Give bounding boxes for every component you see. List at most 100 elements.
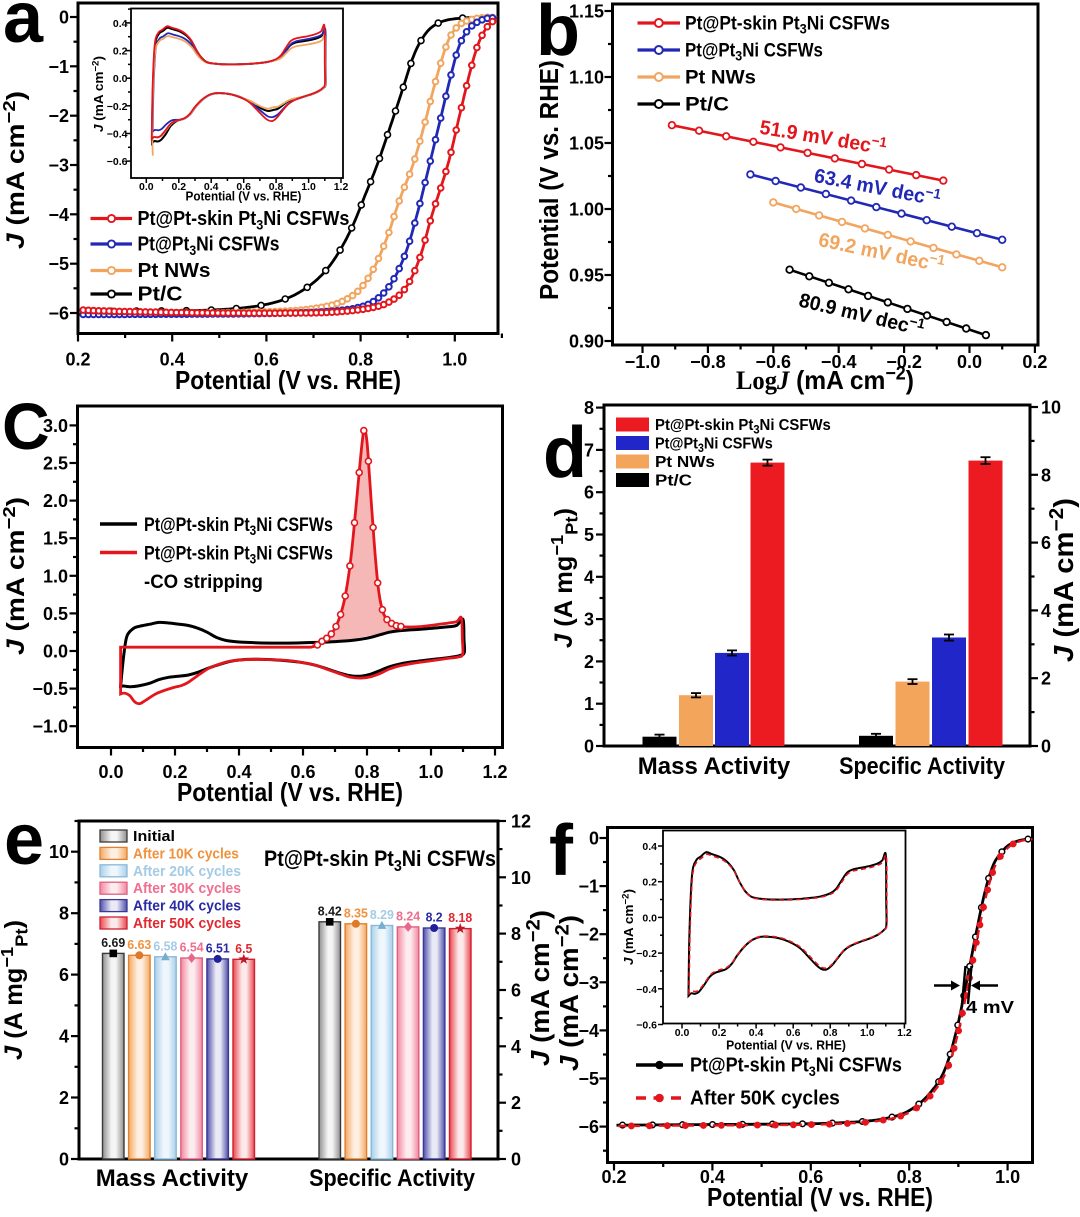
svg-text:8: 8 (1041, 465, 1051, 485)
svg-text:0.4: 0.4 (226, 762, 251, 782)
svg-text:1.15: 1.15 (569, 2, 604, 22)
svg-text:0: 0 (59, 1150, 69, 1170)
svg-text:1.5: 1.5 (43, 529, 68, 549)
svg-text:−1: −1 (578, 877, 599, 897)
svg-text:0.6: 0.6 (236, 181, 251, 193)
svg-text:0.6: 0.6 (290, 762, 315, 782)
svg-text:6.63: 6.63 (127, 938, 151, 952)
svg-text:0.6: 0.6 (786, 1027, 801, 1039)
svg-text:1.10: 1.10 (569, 68, 604, 88)
svg-text:C: C (2, 389, 50, 463)
svg-text:0: 0 (59, 8, 69, 28)
svg-text:0.0: 0.0 (957, 352, 982, 372)
svg-text:2.5: 2.5 (43, 454, 68, 474)
svg-text:−2: −2 (48, 106, 69, 126)
svg-text:2.0: 2.0 (43, 491, 68, 511)
svg-text:0.2: 0.2 (601, 1167, 626, 1187)
svg-text:−1.0: −1.0 (32, 717, 68, 737)
svg-text:0: 0 (511, 1150, 521, 1170)
svg-text:−3: −3 (578, 973, 599, 993)
svg-text:1.0: 1.0 (860, 1027, 875, 1039)
svg-text:−6: −6 (48, 304, 69, 324)
svg-text:d: d (543, 413, 587, 493)
svg-text:6: 6 (1041, 533, 1051, 553)
svg-text:−4: −4 (48, 205, 69, 225)
svg-text:8.35: 8.35 (344, 906, 368, 920)
svg-text:−3: −3 (48, 156, 69, 176)
svg-text:Mass Activity: Mass Activity (96, 1165, 249, 1192)
svg-text:LogJ (mA cm−2​): LogJ (mA cm−2​) (736, 362, 914, 395)
svg-text:−0.2: −0.2 (886, 352, 922, 372)
svg-text:Pt@Pt3​Ni CSFWs: Pt@Pt3​Ni CSFWs (138, 232, 280, 258)
svg-text:0.4: 0.4 (113, 18, 128, 30)
svg-text:0.5: 0.5 (43, 604, 68, 624)
svg-text:After 10K cycles: After 10K cycles (133, 845, 239, 861)
svg-text:Pt NWs: Pt NWs (655, 453, 715, 471)
svg-text:0.95: 0.95 (569, 266, 604, 286)
svg-text:Potential (V vs. RHE): Potential (V vs. RHE) (186, 189, 302, 203)
svg-text:e: e (4, 800, 44, 880)
svg-text:2: 2 (1041, 669, 1051, 689)
svg-text:−6: −6 (578, 1117, 599, 1137)
svg-text:8.29: 8.29 (370, 908, 394, 922)
svg-text:−0.5: −0.5 (32, 679, 68, 699)
svg-text:−0.2: −0.2 (107, 101, 128, 113)
svg-text:8.24: 8.24 (396, 909, 420, 923)
svg-text:Mass Activity: Mass Activity (638, 753, 791, 780)
svg-text:4: 4 (511, 1037, 521, 1057)
svg-text:−5: −5 (48, 254, 69, 274)
svg-text:J (A mg−1​Pt​): J (A mg−1​Pt​) (0, 920, 31, 1060)
svg-text:6.58: 6.58 (153, 939, 177, 953)
svg-text:1.0: 1.0 (995, 1167, 1020, 1187)
svg-text:f: f (549, 811, 574, 891)
svg-text:6.54: 6.54 (180, 940, 204, 954)
svg-text:4 mV: 4 mV (966, 998, 1014, 1018)
svg-text:3.0: 3.0 (43, 416, 68, 436)
svg-text:10: 10 (511, 868, 531, 888)
svg-text:Initial: Initial (133, 829, 175, 845)
svg-text:0.0: 0.0 (43, 642, 68, 662)
svg-text:Potential (V vs. RHE): Potential (V vs. RHE) (726, 1038, 846, 1052)
svg-text:1.2: 1.2 (334, 181, 349, 193)
svg-text:1.2: 1.2 (482, 762, 507, 782)
svg-text:2: 2 (511, 1093, 521, 1113)
svg-text:10: 10 (49, 842, 69, 862)
svg-text:b: b (536, 0, 580, 71)
svg-text:After 20K cycles: After 20K cycles (133, 864, 241, 880)
svg-text:0.4: 0.4 (160, 350, 185, 370)
svg-text:3: 3 (584, 610, 594, 630)
svg-text:1.2: 1.2 (897, 1027, 912, 1039)
svg-text:−0.6: −0.6 (107, 156, 128, 168)
svg-text:a: a (3, 0, 44, 58)
svg-text:1.0: 1.0 (43, 566, 68, 586)
svg-text:0.8: 0.8 (823, 1027, 838, 1039)
svg-text:6.69: 6.69 (101, 936, 125, 950)
svg-text:−0.4: −0.4 (107, 129, 128, 141)
svg-text:Pt NWs: Pt NWs (685, 67, 756, 88)
svg-text:8: 8 (511, 924, 521, 944)
svg-text:8: 8 (59, 904, 69, 924)
svg-text:J (mA cm−2​): J (mA cm−2​) (621, 889, 636, 965)
svg-text:Pt@Pt3​Ni CSFWs: Pt@Pt3​Ni CSFWs (685, 40, 823, 64)
svg-text:Pt@Pt-skin Pt3​Ni CSFWs: Pt@Pt-skin Pt3​Ni CSFWs (690, 1055, 902, 1079)
svg-text:0.2: 0.2 (171, 181, 186, 193)
svg-text:−0.6: −0.6 (756, 352, 792, 372)
svg-text:−0.2: −0.2 (636, 948, 657, 960)
svg-text:Potential (V vs. RHE): Potential (V vs. RHE) (535, 60, 564, 300)
svg-text:5: 5 (584, 525, 594, 545)
svg-text:Pt/C: Pt/C (138, 283, 183, 306)
svg-text:0.2: 0.2 (65, 350, 90, 370)
svg-text:1.00: 1.00 (569, 200, 604, 220)
svg-text:−0.4: −0.4 (821, 352, 857, 372)
svg-text:0: 0 (589, 829, 599, 849)
svg-text:0.0: 0.0 (642, 912, 657, 924)
svg-text:0.90: 0.90 (569, 332, 604, 352)
svg-text:Pt@Pt-skin Pt3​Ni CSFWs: Pt@Pt-skin Pt3​Ni CSFWs (144, 542, 333, 567)
svg-text:8: 8 (584, 398, 594, 418)
svg-text:6.51: 6.51 (206, 941, 230, 955)
svg-text:0.4: 0.4 (700, 1167, 725, 1187)
svg-text:0: 0 (584, 737, 594, 757)
svg-text:0.0: 0.0 (98, 762, 123, 782)
svg-text:−0.6: −0.6 (636, 1020, 657, 1032)
svg-text:0.2: 0.2 (113, 46, 128, 58)
